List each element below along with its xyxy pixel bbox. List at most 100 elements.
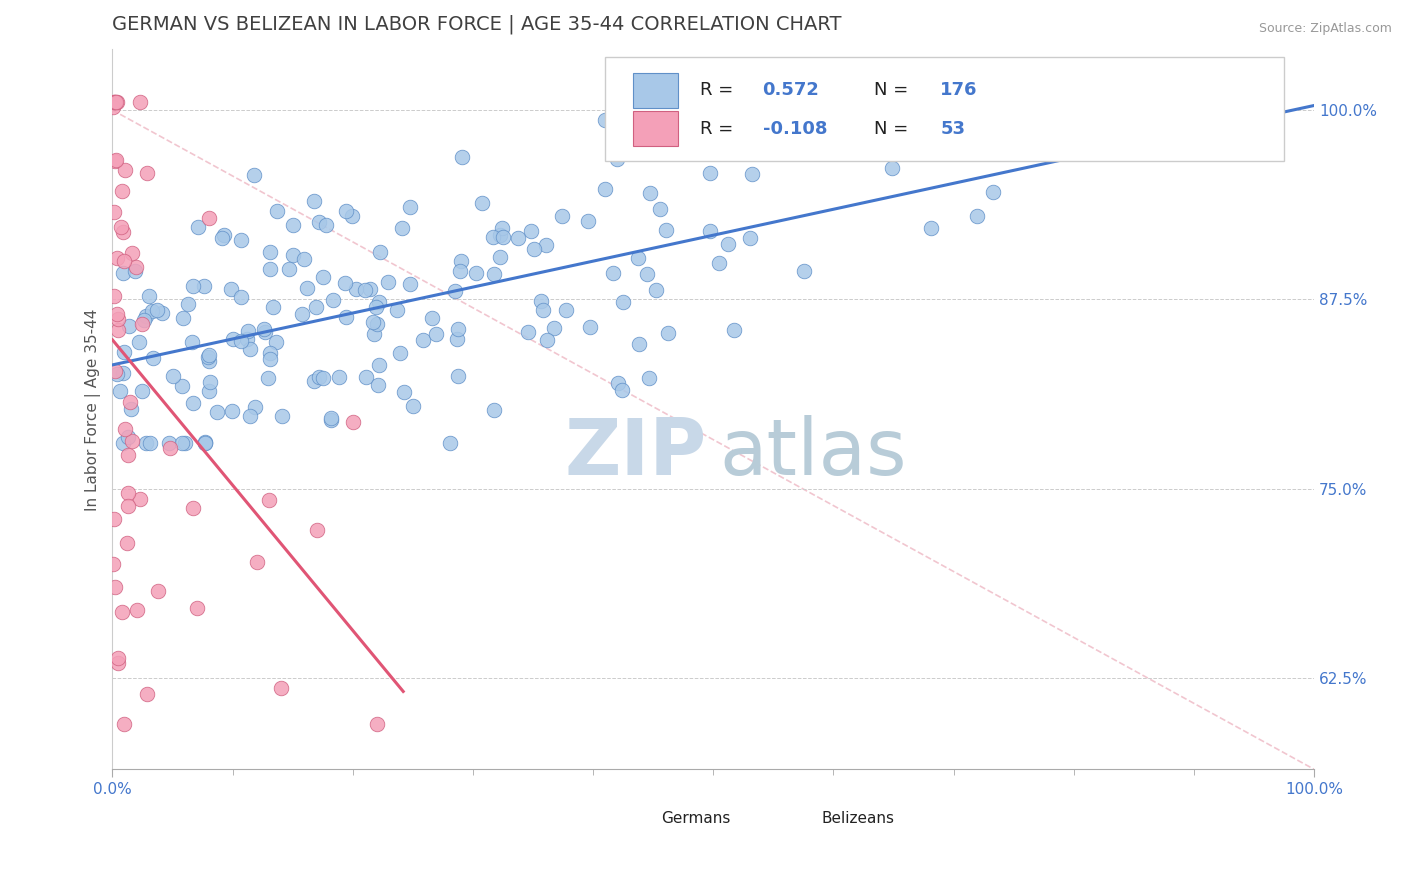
Text: ZIP: ZIP — [565, 415, 707, 491]
Point — [447, 322, 470, 336]
Point — [146, 302, 169, 317]
Point — [236, 324, 259, 338]
Point — [765, 105, 787, 120]
Point — [363, 326, 385, 341]
Point — [135, 686, 157, 700]
Point — [377, 275, 399, 289]
Point — [446, 332, 468, 346]
Point — [245, 400, 267, 414]
Point — [443, 284, 465, 298]
Point — [593, 182, 616, 196]
Point — [555, 302, 578, 317]
Point — [606, 376, 628, 391]
Point — [340, 209, 363, 223]
Point — [717, 236, 740, 251]
Text: R =: R = — [700, 120, 740, 137]
Point — [118, 318, 141, 333]
Point — [516, 325, 538, 339]
Point — [367, 294, 389, 309]
Point — [231, 233, 253, 247]
Point — [534, 238, 557, 252]
Point — [103, 289, 125, 303]
Point — [211, 230, 233, 244]
Point — [319, 410, 342, 425]
Point — [108, 384, 131, 398]
Point — [103, 512, 125, 526]
Point — [136, 166, 159, 180]
Point — [305, 524, 328, 538]
Point — [229, 290, 252, 304]
FancyBboxPatch shape — [605, 57, 1284, 161]
Point — [172, 310, 194, 325]
Point — [636, 267, 658, 281]
Point — [335, 310, 357, 324]
Point — [107, 323, 129, 337]
Point — [482, 268, 505, 282]
Point — [492, 229, 515, 244]
Point — [315, 218, 337, 232]
Point — [112, 366, 135, 380]
Text: 176: 176 — [941, 81, 977, 100]
Point — [606, 152, 628, 166]
FancyBboxPatch shape — [623, 808, 650, 829]
Point — [920, 221, 942, 235]
Point — [305, 301, 328, 315]
Point — [283, 219, 305, 233]
Point — [657, 326, 679, 341]
Point — [302, 194, 325, 208]
Point — [322, 293, 344, 307]
Point — [117, 430, 139, 444]
Point — [101, 557, 124, 571]
Point — [295, 281, 318, 295]
Point — [638, 371, 661, 385]
Point — [107, 656, 129, 670]
Point — [259, 262, 281, 277]
Point — [880, 161, 903, 176]
Point — [359, 282, 381, 296]
Point — [361, 315, 384, 329]
Point — [121, 246, 143, 260]
Point — [610, 383, 633, 397]
Point — [105, 251, 128, 265]
Point — [399, 277, 422, 292]
Point — [388, 346, 411, 360]
Point — [117, 499, 139, 513]
Point — [412, 333, 434, 347]
Point — [271, 409, 294, 424]
Point — [103, 95, 125, 110]
Point — [221, 404, 243, 418]
Point — [194, 436, 217, 450]
Point — [420, 310, 443, 325]
Point — [138, 289, 160, 303]
Point — [277, 262, 299, 277]
Point — [312, 371, 335, 385]
Point — [174, 436, 197, 450]
Point — [612, 294, 634, 309]
Point — [270, 681, 292, 696]
Point — [520, 224, 543, 238]
Point — [198, 353, 221, 368]
Point — [172, 436, 194, 450]
Point — [114, 422, 136, 436]
Point — [387, 302, 409, 317]
Point — [239, 409, 262, 423]
Text: Germans: Germans — [662, 811, 731, 826]
Point — [198, 347, 221, 361]
Point — [104, 153, 127, 168]
Point — [111, 226, 134, 240]
Point — [398, 200, 420, 214]
Point — [523, 242, 546, 256]
Point — [107, 650, 129, 665]
Point — [112, 716, 135, 731]
Point — [699, 224, 721, 238]
Point — [259, 352, 281, 367]
Point — [593, 113, 616, 128]
Point — [366, 318, 388, 332]
Point — [699, 166, 721, 180]
Point — [308, 215, 330, 229]
Point — [723, 323, 745, 337]
Point — [111, 184, 134, 198]
Point — [181, 396, 204, 410]
FancyBboxPatch shape — [633, 73, 679, 108]
FancyBboxPatch shape — [633, 112, 679, 146]
